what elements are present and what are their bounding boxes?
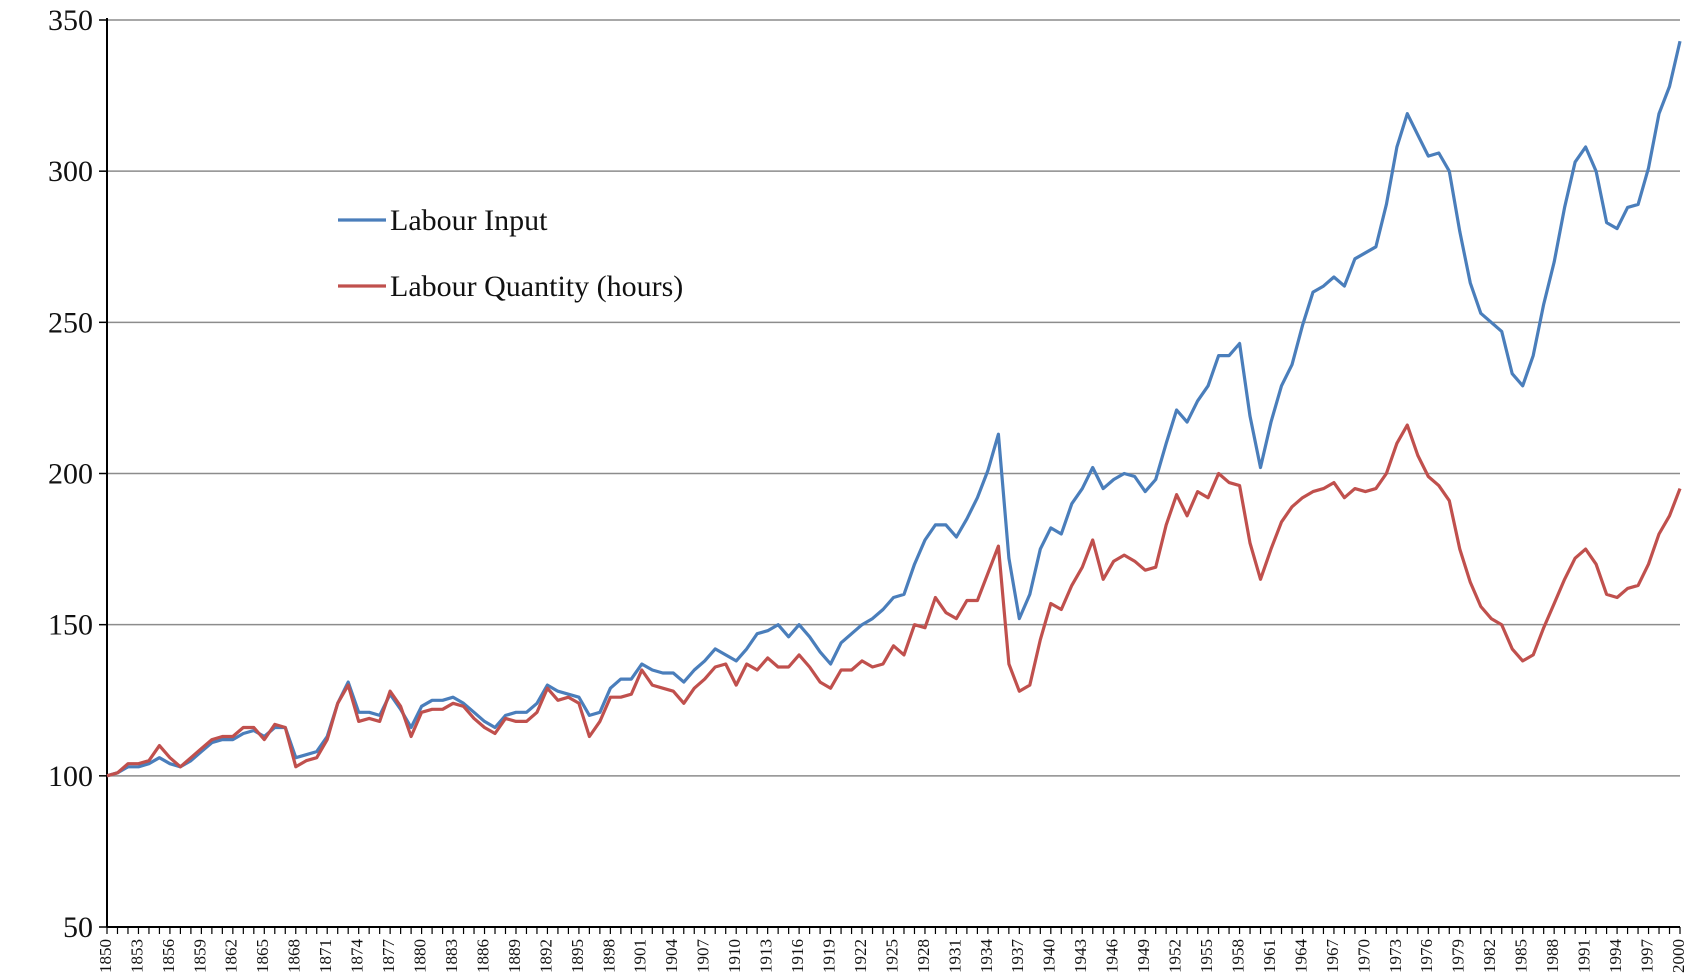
x-tick-label: 1976 [1417,939,1436,973]
y-tick-label: 150 [48,609,93,642]
y-tick-label: 200 [48,458,93,491]
x-tick-label: 1907 [694,939,713,974]
x-tick-label: 1886 [473,939,492,973]
x-tick-label: 1904 [662,939,681,974]
x-tick-label: 1865 [253,939,272,973]
x-tick-label: 1871 [316,939,335,973]
x-tick-label: 1934 [977,939,996,974]
x-tick-label: 1868 [285,939,304,973]
y-tick-label: 100 [48,760,93,793]
x-tick-label: 1961 [1260,939,1279,973]
y-tick-label: 50 [63,911,93,944]
x-tick-label: 1883 [442,939,461,973]
x-tick-label: 1862 [222,939,241,973]
y-tick-label: 300 [48,155,93,188]
x-tick-label: 1988 [1543,939,1562,973]
x-tick-label: 1877 [379,939,398,974]
x-tick-label: 1913 [757,939,776,973]
x-tick-label: 1991 [1575,939,1594,973]
x-tick-label: 1853 [127,939,146,973]
x-tick-label: 1916 [788,939,807,973]
x-tick-label: 1940 [1040,939,1059,973]
legend-label: Labour Input [390,204,548,237]
series-line-labour-input [106,40,1682,778]
x-axis: 1850 1853 1856 1859 1862 1865 1868 1871 1874 1877… [96,926,1688,974]
y-tick-label: 350 [48,4,93,37]
y-axis: 50 100 150 200 250 300 350 [48,4,108,944]
x-tick-label: 2000 [1669,939,1688,973]
x-tick-label: 1937 [1008,939,1027,974]
x-tick-label: 1931 [945,939,964,973]
x-tick-label: 1901 [631,939,650,973]
x-tick-label: 1958 [1228,939,1247,973]
x-tick-label: 1985 [1512,939,1531,973]
legend-label: Labour Quantity (hours) [390,270,683,303]
x-tick-label: 1892 [536,939,555,973]
gridlines [107,19,1680,777]
x-tick-label: 1964 [1291,939,1310,974]
x-tick-label: 1925 [882,939,901,973]
x-tick-label: 1994 [1606,939,1625,974]
legend: Labour Input Labour Quantity (hours) [338,204,683,303]
x-tick-label: 1997 [1637,939,1656,974]
x-tick-label: 1889 [505,939,524,973]
x-tick-label: 1856 [159,939,178,973]
x-tick-label: 1859 [190,939,209,973]
x-tick-label: 1970 [1354,939,1373,973]
series-lines [106,40,1682,778]
x-tick-label: 1922 [851,939,870,973]
x-tick-label: 1874 [348,939,367,974]
x-tick-label: 1880 [411,939,430,973]
x-tick-label: 1979 [1449,939,1468,973]
x-tick-label: 1928 [914,939,933,973]
x-tick-label: 1943 [1071,939,1090,973]
x-tick-label: 1952 [1166,939,1185,973]
x-tick-label: 1910 [725,939,744,973]
x-tick-label: 1982 [1480,939,1499,973]
x-tick-label: 1919 [819,939,838,973]
x-tick-label: 1946 [1103,939,1122,973]
x-tick-label: 1973 [1386,939,1405,973]
series-line-labour-quantity [106,423,1682,778]
x-tick-label: 1949 [1134,939,1153,973]
y-tick-label: 250 [48,306,93,339]
x-tick-label: 1850 [96,939,115,973]
x-tick-label: 1955 [1197,939,1216,973]
x-tick-label: 1967 [1323,939,1342,974]
x-tick-label: 1898 [599,939,618,973]
x-tick-label: 1895 [568,939,587,973]
